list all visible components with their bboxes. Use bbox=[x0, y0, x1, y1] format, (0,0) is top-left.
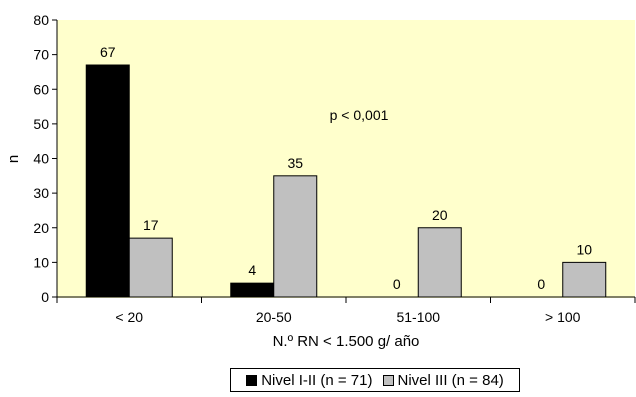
legend-label: Nivel III (n = 84) bbox=[397, 371, 504, 389]
x-axis: < 20 20-50 51-100 > 100 bbox=[56, 296, 636, 325]
bar-value-label: 0 bbox=[393, 276, 401, 292]
bar-value-label: 67 bbox=[100, 44, 116, 60]
bar-value-label: 17 bbox=[143, 217, 159, 233]
x-tick-label: < 20 bbox=[115, 309, 143, 325]
y-tick-label: 80 bbox=[33, 12, 49, 28]
bar-value-label: 35 bbox=[287, 155, 303, 171]
legend-swatch-black bbox=[246, 374, 258, 386]
y-tick-label: 30 bbox=[33, 185, 49, 201]
x-tick-label: 51-100 bbox=[396, 309, 440, 325]
bar-nivel-1-2 bbox=[230, 282, 275, 298]
significance-annotation: p < 0,001 bbox=[330, 107, 389, 123]
legend: Nivel I-II (n = 71) Nivel III (n = 84) bbox=[230, 368, 520, 392]
bar-nivel-3 bbox=[128, 237, 173, 298]
y-tick-label: 60 bbox=[33, 81, 49, 97]
bar-value-label: 0 bbox=[537, 276, 545, 292]
bars bbox=[85, 64, 607, 298]
y-tick-label: 70 bbox=[33, 47, 49, 63]
legend-item-nivel-3: Nivel III (n = 84) bbox=[382, 371, 504, 389]
y-axis: 0 10 20 30 40 50 60 70 80 bbox=[33, 12, 58, 305]
bar-nivel-3 bbox=[417, 227, 462, 298]
y-tick-label: 10 bbox=[33, 254, 49, 270]
x-tick-label: 20-50 bbox=[256, 309, 292, 325]
bar-value-label: 10 bbox=[576, 241, 592, 257]
bar-labels: 67 17 4 35 0 20 0 10 bbox=[100, 44, 592, 292]
bar-nivel-1-2 bbox=[85, 64, 130, 298]
x-axis-label: N.º RN < 1.500 g/ año bbox=[273, 333, 420, 350]
bar-nivel-3 bbox=[273, 175, 318, 298]
legend-swatch-gray bbox=[382, 374, 394, 386]
y-tick-label: 20 bbox=[33, 220, 49, 236]
y-tick-label: 0 bbox=[41, 289, 49, 305]
bar-nivel-3 bbox=[562, 261, 607, 298]
y-tick-label: 50 bbox=[33, 116, 49, 132]
y-tick-label: 40 bbox=[33, 151, 49, 167]
bar-value-label: 20 bbox=[432, 207, 448, 223]
legend-item-nivel-1-2: Nivel I-II (n = 71) bbox=[246, 371, 373, 389]
y-axis-label: n bbox=[5, 155, 22, 163]
bar-value-label: 4 bbox=[248, 262, 256, 278]
x-tick-label: > 100 bbox=[545, 309, 581, 325]
legend-label: Nivel I-II (n = 71) bbox=[261, 371, 373, 389]
